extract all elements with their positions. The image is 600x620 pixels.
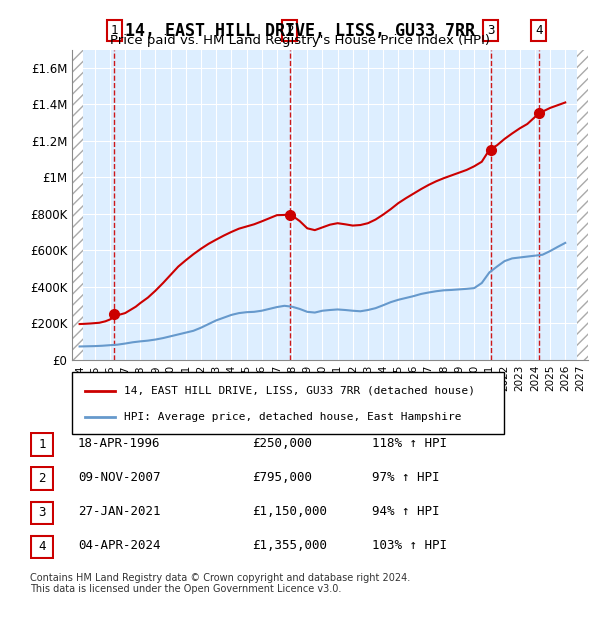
Text: 2: 2 — [38, 472, 46, 485]
Bar — [577, 50, 588, 360]
Text: 1: 1 — [38, 438, 46, 451]
FancyBboxPatch shape — [31, 536, 53, 558]
Text: 3: 3 — [38, 507, 46, 519]
Text: £250,000: £250,000 — [252, 437, 312, 450]
Text: 14, EAST HILL DRIVE, LISS, GU33 7RR: 14, EAST HILL DRIVE, LISS, GU33 7RR — [125, 22, 475, 40]
Text: 04-APR-2024: 04-APR-2024 — [78, 539, 161, 552]
Text: This data is licensed under the Open Government Licence v3.0.: This data is licensed under the Open Gov… — [30, 584, 341, 594]
Text: 3: 3 — [487, 24, 494, 37]
Text: 27-JAN-2021: 27-JAN-2021 — [78, 505, 161, 518]
Text: 09-NOV-2007: 09-NOV-2007 — [78, 471, 161, 484]
FancyBboxPatch shape — [31, 467, 53, 490]
FancyBboxPatch shape — [72, 372, 504, 434]
Text: £1,355,000: £1,355,000 — [252, 539, 327, 552]
Bar — [72, 50, 83, 360]
Text: £795,000: £795,000 — [252, 471, 312, 484]
Text: 18-APR-1996: 18-APR-1996 — [78, 437, 161, 450]
Text: Price paid vs. HM Land Registry's House Price Index (HPI): Price paid vs. HM Land Registry's House … — [110, 34, 490, 47]
Text: 94% ↑ HPI: 94% ↑ HPI — [372, 505, 439, 518]
Text: 14, EAST HILL DRIVE, LISS, GU33 7RR (detached house): 14, EAST HILL DRIVE, LISS, GU33 7RR (det… — [124, 386, 475, 396]
Text: 2: 2 — [286, 24, 293, 37]
FancyBboxPatch shape — [31, 433, 53, 456]
Text: 97% ↑ HPI: 97% ↑ HPI — [372, 471, 439, 484]
Text: 1: 1 — [111, 24, 118, 37]
Text: HPI: Average price, detached house, East Hampshire: HPI: Average price, detached house, East… — [124, 412, 461, 422]
Text: 118% ↑ HPI: 118% ↑ HPI — [372, 437, 447, 450]
Text: 4: 4 — [535, 24, 542, 37]
Text: Contains HM Land Registry data © Crown copyright and database right 2024.: Contains HM Land Registry data © Crown c… — [30, 573, 410, 583]
Text: 4: 4 — [38, 541, 46, 553]
Text: 103% ↑ HPI: 103% ↑ HPI — [372, 539, 447, 552]
FancyBboxPatch shape — [31, 502, 53, 524]
Text: £1,150,000: £1,150,000 — [252, 505, 327, 518]
